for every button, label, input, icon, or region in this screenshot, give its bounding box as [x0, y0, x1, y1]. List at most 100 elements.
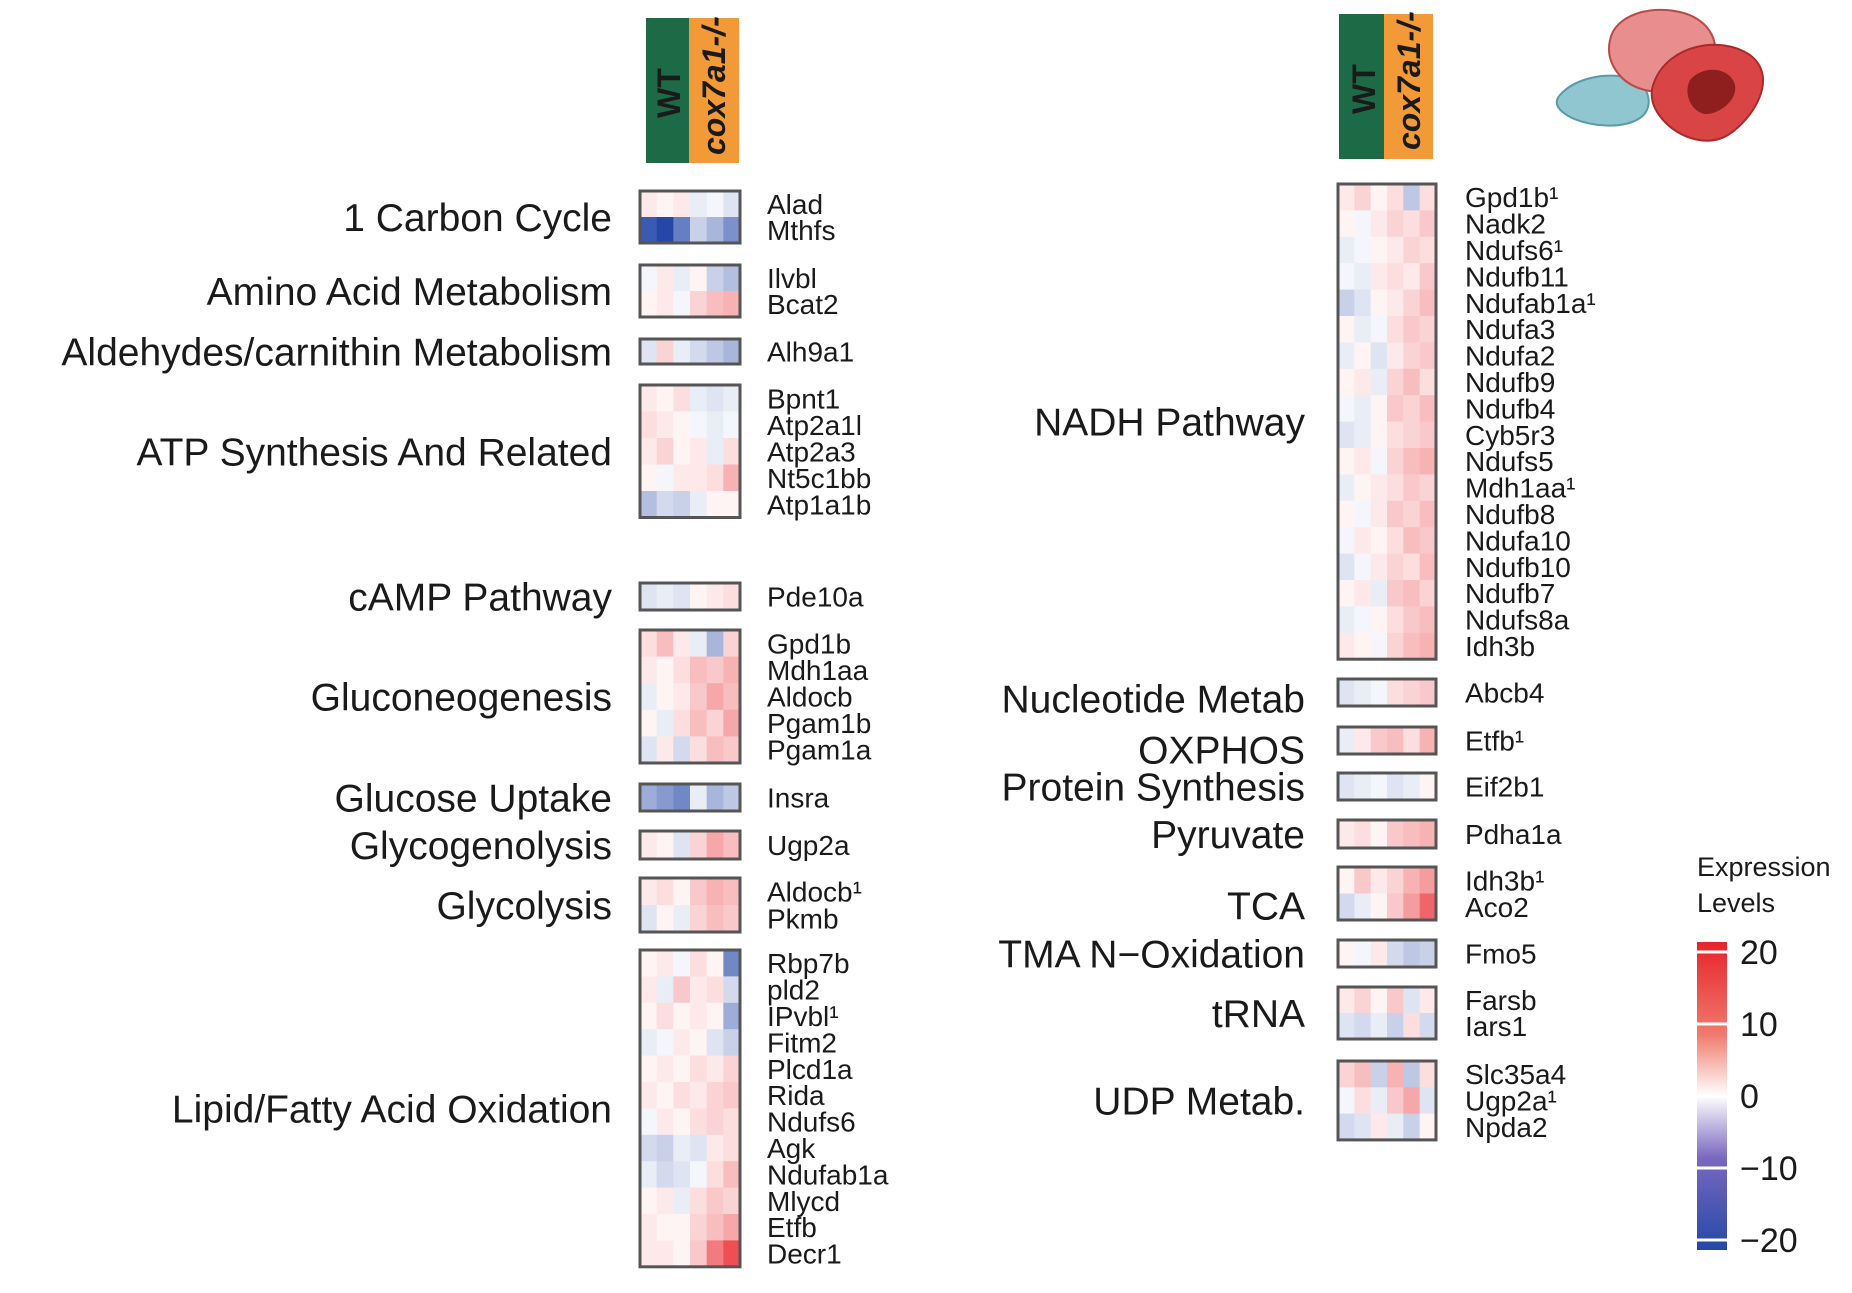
- heatmap-cell: [706, 1187, 724, 1215]
- heatmap-cell: [1403, 395, 1421, 422]
- heatmap-cell: [1419, 773, 1437, 801]
- gene-label: Etfb¹: [1465, 726, 1524, 757]
- gene-label: Alh9a1: [767, 337, 854, 368]
- mutant-header-block-right: [1384, 14, 1433, 159]
- heatmap-cell: [1419, 553, 1437, 581]
- heatmap-cell: [1419, 1113, 1437, 1141]
- heatmap-cell: [690, 736, 708, 764]
- heatmap-cell: [640, 265, 658, 292]
- heatmap-cell: [723, 878, 741, 906]
- group-frame: [1336, 818, 1438, 850]
- heatmap-cell: [706, 339, 724, 365]
- heatmap-cell: [656, 683, 674, 711]
- heatmap-cell: [1419, 1087, 1437, 1114]
- heatmap-cell: [1354, 289, 1372, 317]
- gene-label: Idh3b: [1465, 631, 1535, 662]
- heatmap-cell: [1419, 606, 1437, 634]
- heatmap-cell: [1419, 940, 1437, 968]
- heatmap-cell: [1370, 580, 1388, 607]
- heatmap-cell: [1387, 1087, 1404, 1114]
- heatmap-cell: [640, 683, 658, 711]
- heatmap-cell: [1338, 987, 1355, 1014]
- group-frame: [638, 948, 742, 1269]
- heatmap-cell: [1338, 527, 1355, 554]
- gene-label: Ndufb8: [1465, 499, 1555, 530]
- heatmap-cell: [640, 831, 658, 860]
- gene-label: Ndufa10: [1465, 525, 1571, 556]
- group-frame: [638, 383, 742, 519]
- heatmap-cell: [723, 583, 741, 611]
- heatmap-cell: [1354, 727, 1372, 755]
- heatmap-cell: [1370, 500, 1388, 528]
- heatmap-cell: [1419, 289, 1437, 317]
- heatmap-cell: [723, 1055, 741, 1083]
- group-frame: [1336, 985, 1438, 1041]
- heatmap-cell: [1338, 679, 1355, 707]
- heatmap-cell: [673, 683, 691, 711]
- group-frame: [638, 263, 742, 319]
- heatmap-cell: [1387, 316, 1404, 343]
- heatmap-cell: [673, 950, 691, 977]
- legend-title-line2: Levels: [1697, 888, 1775, 918]
- gene-label: Ndufa2: [1465, 341, 1555, 372]
- heatmap-cell: [656, 905, 674, 933]
- heatmap-cell: [1370, 448, 1388, 475]
- pathway-label: Protein Synthesis: [1002, 767, 1306, 810]
- gene-label: Gpd1b: [767, 628, 851, 659]
- heatmap-cell: [1403, 1087, 1421, 1114]
- heatmap-cell: [640, 1187, 658, 1215]
- gene-label: Cyb5r3: [1465, 420, 1555, 451]
- heatmap-cell: [690, 583, 708, 611]
- heatmap-cell: [673, 191, 691, 218]
- heatmap-cell: [673, 438, 691, 465]
- heatmap-cell: [1338, 940, 1355, 968]
- heatmap-cell: [723, 438, 741, 465]
- heatmap-cell: [706, 1134, 724, 1162]
- heatmap-cell: [1403, 368, 1421, 396]
- gene-label: Pgam1b: [767, 708, 871, 739]
- mutant-header-label-right: cox7a1-/-: [1391, 11, 1427, 150]
- heatmap-cell: [640, 217, 658, 244]
- gene-label: Eif2b1: [1465, 772, 1544, 803]
- gene-label: Ndufs8a: [1465, 605, 1570, 636]
- group-camp-pathway: Pde10a cAMP Pathway: [348, 577, 864, 620]
- group-frame: [1336, 725, 1438, 756]
- heatmap-cell: [1419, 580, 1437, 607]
- heatmap-cell: [1403, 679, 1421, 707]
- heatmap-cell: [706, 1161, 724, 1188]
- heatmap-cell: [706, 656, 724, 684]
- heatmap-cell: [1354, 820, 1372, 849]
- heatmap-cell: [690, 464, 708, 492]
- heatmap-cell: [673, 1029, 691, 1056]
- heatmap-cell: [1370, 316, 1388, 343]
- heatmap-cell: [706, 1029, 724, 1056]
- heatmap-cell: [656, 831, 674, 860]
- heatmap-cell: [723, 1214, 741, 1241]
- heatmap-cell: [1370, 210, 1388, 238]
- gene-label: IPvbl¹: [767, 1001, 839, 1032]
- heatmap-cell: [1403, 184, 1421, 211]
- gene-label: pld2: [767, 975, 820, 1006]
- pathway-label: Amino Acid Metabolism: [207, 271, 612, 314]
- heatmap-cell: [1387, 474, 1404, 502]
- heatmap-cell: [690, 1214, 708, 1241]
- heatmap-cell: [690, 438, 708, 465]
- heatmap-cell: [690, 1029, 708, 1056]
- heatmap-cell: [690, 291, 708, 318]
- heatmap-cell: [1370, 342, 1388, 370]
- heatmap-cell: [690, 905, 708, 933]
- heatmap-cell: [690, 1108, 708, 1136]
- group-frame: [1336, 865, 1438, 922]
- heatmap-cell: [673, 709, 691, 737]
- heatmap-cell: [1419, 474, 1437, 502]
- heatmap-cell: [690, 1134, 708, 1162]
- heatmap-cell: [1370, 1087, 1388, 1114]
- heatmap-cell: [656, 1002, 674, 1030]
- gene-label: Fitm2: [767, 1027, 837, 1058]
- pathway-label: Nucleotide Metab: [1001, 679, 1305, 722]
- group-frame: [638, 829, 742, 861]
- heatmap-cell: [1387, 289, 1404, 317]
- group-frame: [1336, 938, 1438, 969]
- pathway-label: Glucose Uptake: [335, 778, 612, 821]
